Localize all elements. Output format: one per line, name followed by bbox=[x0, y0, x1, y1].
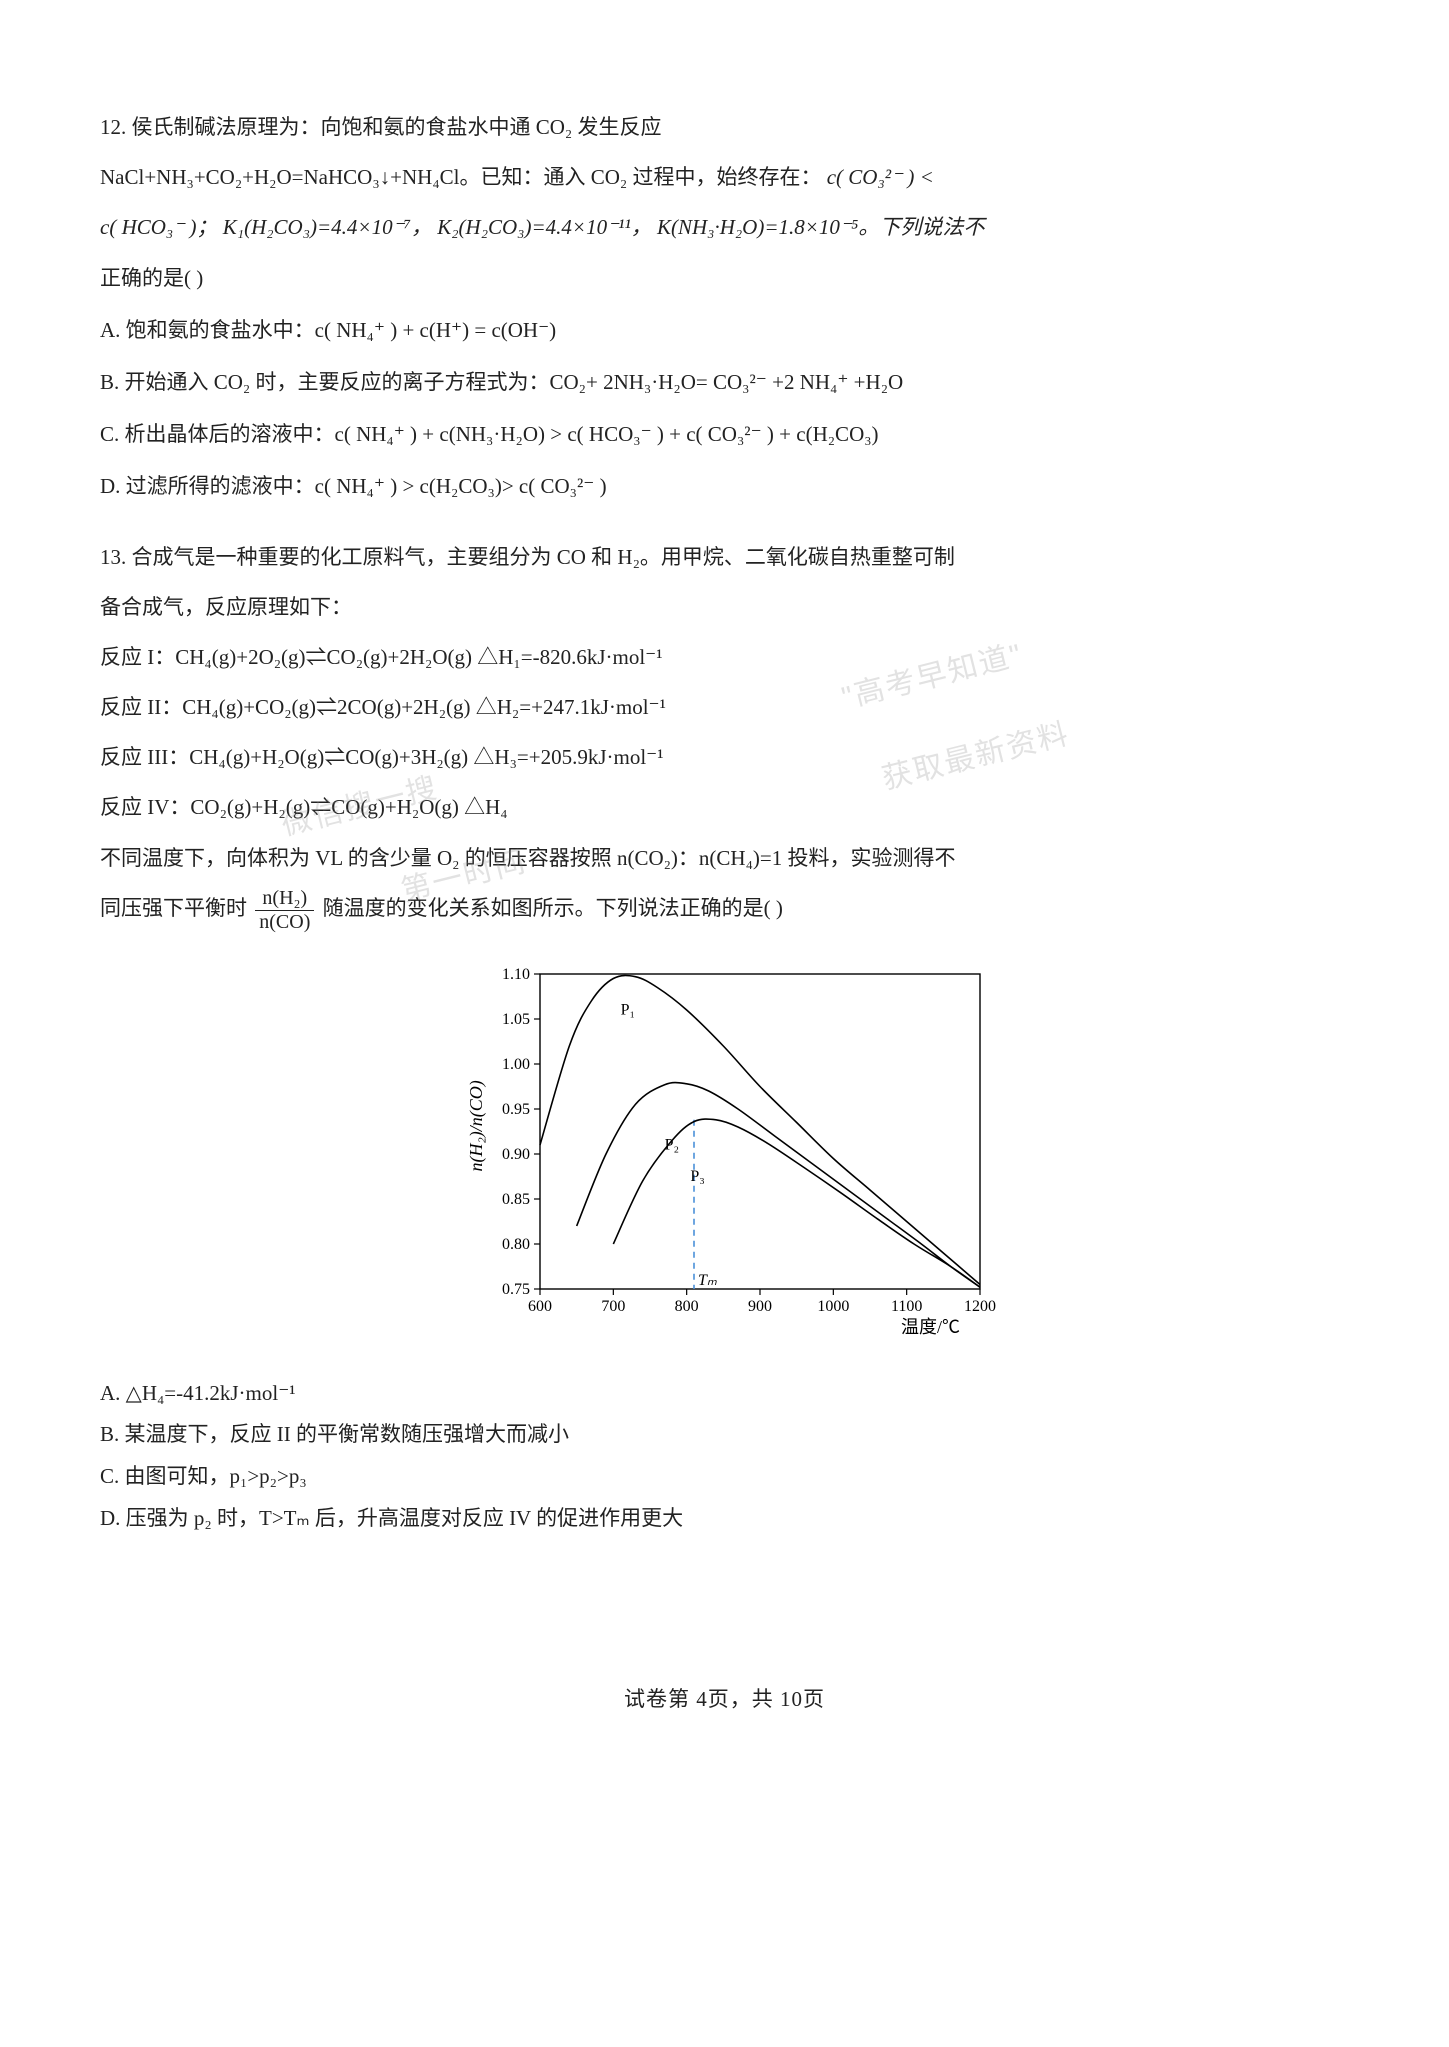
q13-rxn-4: 反应 IV：CO₂(g)+H₂(g)⇌CO(g)+H₂O(g) △H₄ bbox=[100, 784, 1349, 830]
svg-text:0.80: 0.80 bbox=[502, 1236, 530, 1253]
q12-stem-2a: NaCl+NH₃+CO₂+H₂O=NaHCO₃↓+NH₄Cl。已知：通入 CO₂… bbox=[100, 165, 821, 189]
svg-text:P₂: P₂ bbox=[664, 1136, 678, 1153]
q12-option-a: A. 饱和氨的食盐水中：c( NH₄⁺ ) + c(H⁺) = c(OH⁻) bbox=[100, 307, 1349, 353]
q13-option-d: D. 压强为 p₂ 时，T>Tₘ 后，升高温度对反应 IV 的促进作用更大 bbox=[100, 1501, 1349, 1537]
page-footer: 试卷第 4页，共 10页 bbox=[100, 1676, 1349, 1722]
svg-text:1000: 1000 bbox=[817, 1298, 849, 1315]
svg-text:n(H₂)/n(CO): n(H₂)/n(CO) bbox=[466, 1080, 487, 1171]
q13-chart: 0.75 0.80 0.85 0.90 0.95 1.00 1.05 1.10 600 700 80… bbox=[445, 954, 1005, 1344]
svg-text:900: 900 bbox=[748, 1298, 772, 1315]
q12-stem-4: 正确的是( ) bbox=[100, 255, 1349, 301]
svg-text:P₁: P₁ bbox=[620, 1001, 634, 1018]
q12-option-c: C. 析出晶体后的溶液中：c( NH₄⁺ ) + c(NH₃·H₂O) > c(… bbox=[100, 411, 1349, 457]
q13-line-2: 备合成气，反应原理如下： bbox=[100, 584, 1349, 630]
svg-text:800: 800 bbox=[674, 1298, 698, 1315]
svg-text:P₃: P₃ bbox=[690, 1168, 704, 1185]
q13-frac-num: n(H₂) bbox=[255, 887, 314, 911]
q13-option-a: A. △H₄=-41.2kJ·mol⁻¹ bbox=[100, 1376, 1349, 1412]
q13-fraction: n(H₂) n(CO) bbox=[255, 887, 314, 934]
q13-rxn-1: 反应 I：CH₄(g)+2O₂(g)⇌CO₂(g)+2H₂O(g) △H₁=-8… bbox=[100, 634, 1349, 680]
svg-text:1.05: 1.05 bbox=[502, 1011, 530, 1028]
q13-frac-den: n(CO) bbox=[255, 911, 314, 934]
q13-option-b: B. 某温度下，反应 II 的平衡常数随压强增大而减小 bbox=[100, 1417, 1349, 1453]
svg-text:600: 600 bbox=[528, 1298, 552, 1315]
svg-text:0.90: 0.90 bbox=[502, 1146, 530, 1163]
svg-text:700: 700 bbox=[601, 1298, 625, 1315]
svg-text:Tₘ: Tₘ bbox=[698, 1272, 717, 1289]
q12-stem-3: c( HCO₃⁻ )； K₁(H₂CO₃)=4.4×10⁻⁷， K₂(H₂CO₃… bbox=[100, 204, 1349, 250]
svg-text:1.00: 1.00 bbox=[502, 1056, 530, 1073]
question-12: 12. 侯氏制碱法原理为：向饱和氨的食盐水中通 CO₂ 发生反应 NaCl+NH… bbox=[100, 104, 1349, 510]
q13-rxn-3: 反应 III：CH₄(g)+H₂O(g)⇌CO(g)+3H₂(g) △H₃=+2… bbox=[100, 734, 1349, 780]
q12-stem-3b: K₁(H₂CO₃)=4.4×10⁻⁷， K₂(H₂CO₃)=4.4×10⁻¹¹，… bbox=[223, 215, 985, 239]
question-13: 13. 合成气是一种重要的化工原料气，主要组分为 CO 和 H₂。用甲烷、二氧化… bbox=[100, 534, 1349, 1537]
q12-stem-2b: c( CO₃²⁻ ) < bbox=[827, 165, 934, 189]
q12-option-b: B. 开始通入 CO₂ 时，主要反应的离子方程式为：CO₂+ 2NH₃·H₂O=… bbox=[100, 359, 1349, 405]
q12-stem-2: NaCl+NH₃+CO₂+H₂O=NaHCO₃↓+NH₄Cl。已知：通入 CO₂… bbox=[100, 154, 1349, 200]
q13-option-c: C. 由图可知，p₁>p₂>p₃ bbox=[100, 1459, 1349, 1495]
svg-text:1.10: 1.10 bbox=[502, 966, 530, 983]
svg-text:1100: 1100 bbox=[890, 1298, 921, 1315]
svg-text:0.85: 0.85 bbox=[502, 1191, 530, 1208]
q13-line-4: 同压强下平衡时 n(H₂) n(CO) 随温度的变化关系如图所示。下列说法正确的… bbox=[100, 885, 1349, 934]
q12-stem-1: 12. 侯氏制碱法原理为：向饱和氨的食盐水中通 CO₂ 发生反应 bbox=[100, 104, 1349, 150]
q13-line-3: 不同温度下，向体积为 VL 的含少量 O₂ 的恒压容器按照 n(CO₂)：n(C… bbox=[100, 835, 1349, 881]
svg-text:温度/℃: 温度/℃ bbox=[900, 1317, 959, 1337]
svg-text:1200: 1200 bbox=[964, 1298, 996, 1315]
q12-option-d: D. 过滤所得的滤液中：c( NH₄⁺ ) > c(H₂CO₃)> c( CO₃… bbox=[100, 463, 1349, 509]
svg-text:0.75: 0.75 bbox=[502, 1281, 530, 1298]
q13-line-4a: 同压强下平衡时 bbox=[100, 896, 247, 920]
q13-reaction-block: 反应 I：CH₄(g)+2O₂(g)⇌CO₂(g)+2H₂O(g) △H₁=-8… bbox=[100, 634, 1349, 934]
q13-line-1: 13. 合成气是一种重要的化工原料气，主要组分为 CO 和 H₂。用甲烷、二氧化… bbox=[100, 534, 1349, 580]
q13-line-4b: 随温度的变化关系如图所示。下列说法正确的是( ) bbox=[323, 896, 783, 920]
q13-chart-container: 0.75 0.80 0.85 0.90 0.95 1.00 1.05 1.10 600 700 80… bbox=[100, 954, 1349, 1360]
q12-stem-3a: c( HCO₃⁻ )； bbox=[100, 215, 218, 239]
q13-rxn-2: 反应 II：CH₄(g)+CO₂(g)⇌2CO(g)+2H₂(g) △H₂=+2… bbox=[100, 684, 1349, 730]
svg-text:0.95: 0.95 bbox=[502, 1101, 530, 1118]
